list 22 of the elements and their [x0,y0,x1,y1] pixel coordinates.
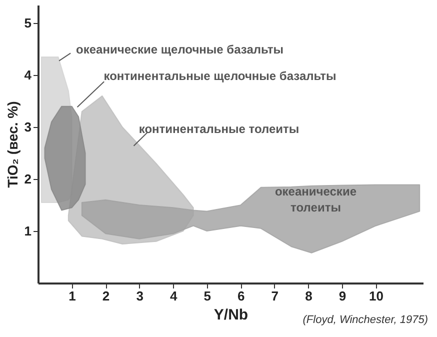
y-tick-label: 2 [24,172,32,187]
text: континентальные щелочные базальты [104,68,336,83]
x-tick-label: 1 [68,288,76,304]
y-tick-label: 4 [24,68,32,83]
x-tick-label: 3 [136,288,144,304]
x-tick-label: 10 [368,288,384,304]
series-label: континентальные толеиты [138,122,300,136]
x-tick-label: 9 [338,288,346,304]
x-tick-label: 4 [170,288,178,304]
y-axis-title: TiO₂ (вес. %) [4,101,20,188]
x-tick-label: 8 [305,288,312,304]
y-tick-label: 5 [24,16,32,31]
x-tick-label: 2 [102,288,110,304]
x-tick-label: 5 [204,288,211,304]
y-tick-label: 3 [24,120,32,135]
x-tick-label: 7 [271,288,279,304]
x-tick-label: 6 [238,288,245,304]
x-axis-title: Y/Nb [214,306,248,324]
y-tick-label: 1 [24,224,32,239]
series-label: океанические щелочные базальты [76,42,284,56]
series-label: океанические толеиты [274,184,357,214]
text: (Floyd, Winchester, 1975) [302,314,428,326]
